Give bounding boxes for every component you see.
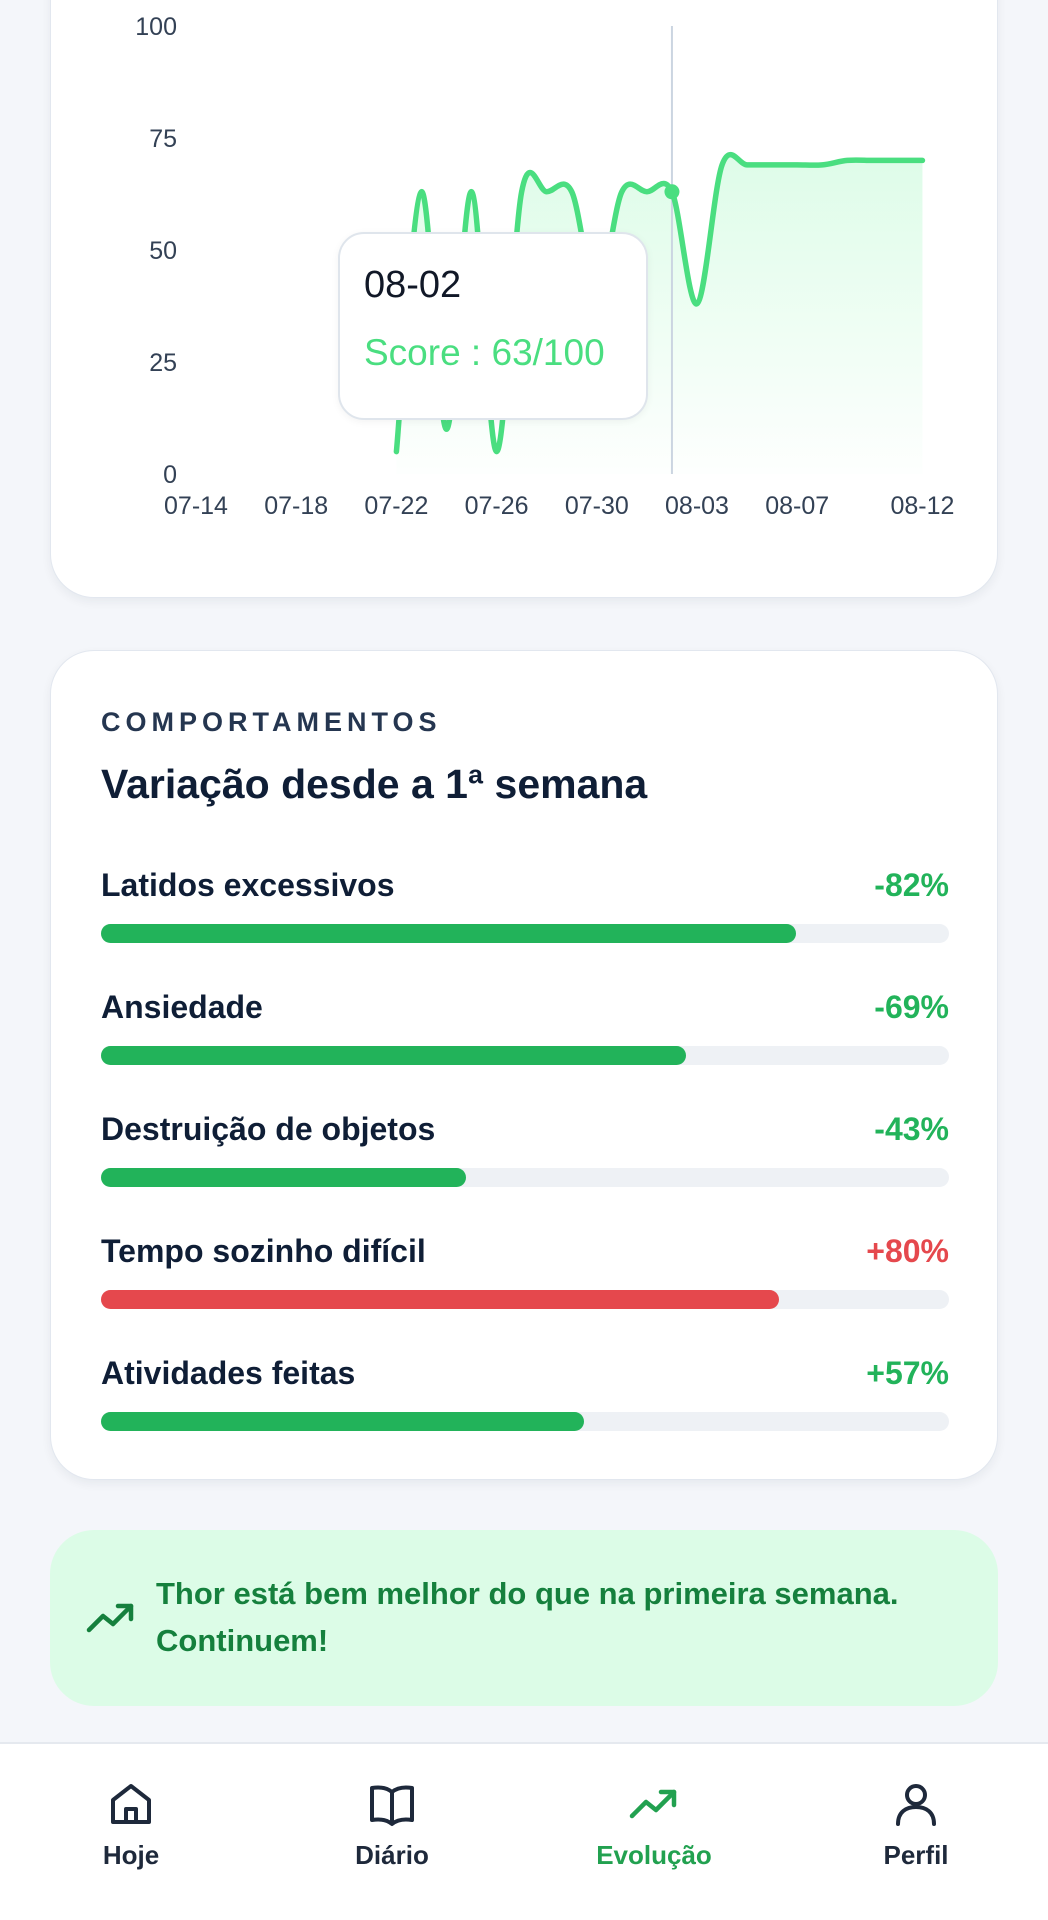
active-point [664,184,680,200]
behavior-row: Ansiedade -69% [101,989,949,1069]
nav-label: Diário [355,1840,429,1870]
data-point [794,162,800,168]
x-tick-label: 07-30 [565,492,629,520]
data-point [469,189,475,195]
data-point [418,189,424,195]
banner-text: Thor está bem melhor do que na primeira … [156,1576,899,1658]
behavior-row: Tempo sozinho difícil +80% [101,1233,949,1313]
y-tick-label: 75 [149,125,177,153]
book-icon [370,1785,414,1826]
data-point [744,162,750,168]
progress-fill [101,924,797,943]
nav-item-diario[interactable]: Diário [292,1744,492,1920]
behavior-change: +57% [866,1355,949,1391]
data-point [494,449,500,455]
y-tick-label: 100 [135,13,177,41]
x-tick-label: 07-26 [465,492,529,520]
nav-label: Perfil [883,1840,949,1870]
behavior-row: Atividades feitas +57% [101,1355,949,1435]
x-tick-label: 08-12 [890,492,954,520]
progress-fill [101,1168,466,1187]
home-icon [111,1784,151,1824]
behavior-change: -69% [874,989,949,1025]
data-point [919,157,925,163]
trending-up-icon [86,1603,134,1633]
data-point [519,189,525,195]
behavior-change: -82% [874,867,949,903]
data-point [619,189,625,195]
data-point [769,162,775,168]
section-title: Variação desde a 1ª semana [101,761,648,807]
behavior-label: Atividades feitas [101,1355,356,1391]
bottom-nav: Hoje Diário Evolução Perfil [0,1742,1048,1920]
user-icon [896,1784,936,1826]
nav-item-perfil[interactable]: Perfil [816,1744,1016,1920]
behavior-label: Latidos excessivos [101,867,395,903]
data-point [694,301,700,307]
behavior-label: Destruição de objetos [101,1111,436,1147]
data-point [544,189,550,195]
behavior-row: Destruição de objetos -43% [101,1111,949,1191]
progress-track [101,1168,949,1187]
data-point [444,426,450,432]
x-tick-label: 07-18 [264,492,328,520]
progress-track [101,924,949,943]
chart-tooltip: 08-02 Score : 63/100 [338,232,648,420]
progress-track [101,1046,949,1065]
x-tick-label: 07-14 [164,492,228,520]
data-point [393,449,399,455]
behavior-label: Tempo sozinho difícil [101,1233,426,1269]
x-tick-label: 07-22 [364,492,428,520]
x-tick-label: 08-03 [665,492,729,520]
data-point [894,157,900,163]
nav-label: Evolução [596,1840,712,1870]
tooltip-date: 08-02 [364,264,462,306]
data-point [719,162,725,168]
x-tick-label: 08-07 [765,492,829,520]
nav-label: Hoje [102,1840,160,1870]
progress-fill [101,1290,780,1309]
progress-track [101,1412,949,1431]
behavior-change: -43% [874,1111,949,1147]
nav-item-hoje[interactable]: Hoje [31,1744,231,1920]
data-point [644,189,650,195]
progress-fill [101,1046,687,1065]
y-tick-label: 0 [163,461,177,489]
behaviors-card: COMPORTAMENTOS Variação desde a 1ª seman… [50,650,998,1480]
y-tick-label: 50 [149,237,177,265]
behavior-change: +80% [866,1233,949,1269]
progress-track [101,1290,949,1309]
tooltip-score: Score : 63/100 [364,332,605,373]
nav-item-evolucao[interactable]: Evolução [554,1744,754,1920]
data-point [844,157,850,163]
behavior-label: Ansiedade [101,989,263,1025]
data-point [819,162,825,168]
progress-banner: Thor está bem melhor do que na primeira … [50,1530,998,1706]
progress-fill [101,1412,585,1431]
data-point [869,157,875,163]
trending-up-icon [629,1789,677,1819]
data-point [569,189,575,195]
behavior-row: Latidos excessivos -82% [101,867,949,947]
section-eyebrow: COMPORTAMENTOS [101,707,442,737]
y-tick-label: 25 [149,349,177,377]
